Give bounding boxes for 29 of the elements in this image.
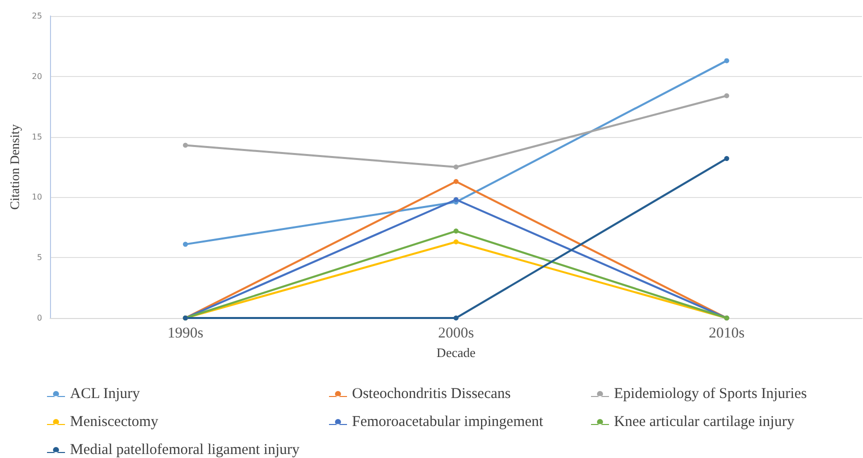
- y-tick-label: 25: [32, 12, 42, 20]
- legend-label: Epidemiology of Sports Injuries: [614, 386, 808, 402]
- x-axis-title: Decade: [436, 345, 476, 360]
- point: [454, 178, 459, 184]
- point: [182, 142, 188, 148]
- x-tick-label: 2000s: [438, 326, 474, 342]
- y-tick-label: 5: [36, 253, 42, 262]
- point: [724, 58, 730, 64]
- x-tick-label: 2010s: [708, 326, 745, 342]
- y-tick-label: 15: [32, 132, 42, 142]
- legend-label: Femoroacetabular impingement: [352, 414, 544, 430]
- y-axis-title: Citation Density: [7, 124, 22, 210]
- point: [724, 93, 730, 98]
- point: [454, 228, 459, 234]
- legend-label: ACL Injury: [70, 386, 140, 402]
- y-tick-label: 10: [32, 192, 42, 202]
- point: [454, 197, 459, 202]
- y-tick-label: 20: [32, 72, 42, 81]
- point: [454, 239, 459, 244]
- point: [724, 156, 730, 162]
- legend-label: Osteochondritis Dissecans: [352, 386, 511, 402]
- y-tick-label: 0: [36, 314, 42, 322]
- legend-label: Meniscectomy: [70, 414, 159, 430]
- legend-label: Medial patellofemoral ligament injury: [70, 442, 300, 458]
- legend-label: Knee articular cartilage injury: [614, 414, 795, 430]
- point: [454, 164, 459, 170]
- point: [454, 316, 459, 320]
- x-tick-label: 1990s: [167, 326, 204, 342]
- point: [182, 242, 188, 247]
